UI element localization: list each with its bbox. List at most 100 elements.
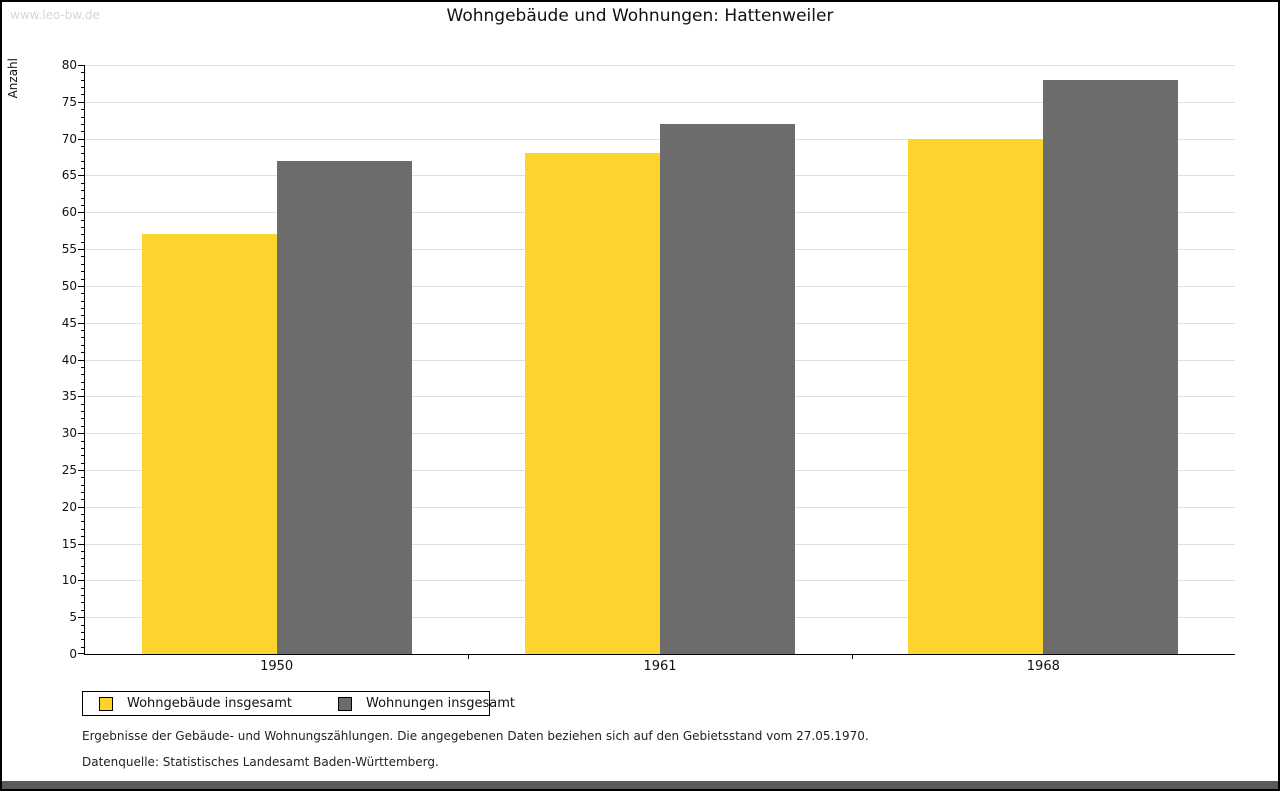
y-minor-tick-48: [81, 300, 85, 302]
plot-area: 0 5 10 15 20 25 30 35 40 45 50 55 60 65 70 75 80 1950 1961…: [62, 58, 1235, 674]
y-minor-tick-8: [81, 595, 85, 597]
y-minor-tick-77: [81, 87, 85, 89]
y-major-tick-20: [78, 506, 85, 508]
y-minor-tick-56: [81, 241, 85, 243]
y-minor-tick-76: [81, 94, 85, 96]
y-tick-label-30: 30: [61, 426, 77, 441]
y-minor-tick-62: [81, 197, 85, 199]
bar-1968-wohngebaeude: [908, 138, 1044, 654]
y-minor-tick-59: [81, 219, 85, 221]
y-minor-tick-44: [81, 330, 85, 332]
y-minor-tick-13: [81, 558, 85, 560]
y-minor-tick-9: [81, 587, 85, 589]
y-minor-tick-17: [81, 528, 85, 530]
y-minor-tick-51: [81, 278, 85, 280]
gridline-75: [85, 101, 1235, 103]
legend: Wohngebäude insgesamt Wohnungen insgesam…: [82, 691, 515, 716]
y-tick-label-45: 45: [61, 315, 77, 330]
footnote-note: Ergebnisse der Gebäude- und Wohnungszähl…: [82, 729, 869, 743]
y-major-tick-60: [78, 212, 85, 214]
y-minor-tick-33: [81, 411, 85, 413]
y-major-tick-65: [78, 175, 85, 177]
y-major-tick-15: [78, 543, 85, 545]
x-boundary-tick-1: [468, 654, 470, 659]
y-major-tick-35: [78, 396, 85, 398]
y-minor-tick-27: [81, 455, 85, 457]
y-major-tick-70: [78, 138, 85, 140]
x-tick-label-1950: 1950: [260, 659, 294, 674]
x-tick-label-1961: 1961: [643, 659, 677, 674]
y-minor-tick-78: [81, 79, 85, 81]
y-minor-tick-16: [81, 536, 85, 538]
legend-item-wohngebaeude: Wohngebäude insgesamt: [99, 696, 292, 711]
bar-1950-wohngebaeude: [141, 234, 277, 654]
y-minor-tick-79: [81, 72, 85, 74]
y-minor-tick-73: [81, 116, 85, 118]
bar-1968-wohnungen: [1043, 79, 1179, 654]
y-minor-tick-28: [81, 447, 85, 449]
y-minor-tick-23: [81, 484, 85, 486]
y-minor-tick-18: [81, 521, 85, 523]
y-major-tick-30: [78, 433, 85, 435]
y-tick-label-50: 50: [61, 278, 77, 293]
y-minor-tick-36: [81, 388, 85, 390]
y-minor-tick-57: [81, 234, 85, 236]
chart-title: Wohngebäude und Wohnungen: Hattenweiler: [446, 6, 834, 26]
y-minor-tick-21: [81, 499, 85, 501]
y-minor-tick-69: [81, 146, 85, 147]
y-tick-label-10: 10: [61, 573, 77, 588]
y-major-tick-75: [78, 101, 85, 103]
y-tick-label-25: 25: [61, 462, 77, 477]
y-tick-label-55: 55: [61, 242, 77, 257]
y-minor-tick-67: [81, 160, 85, 162]
y-major-tick-50: [78, 285, 85, 287]
x-tick-label-1968: 1968: [1026, 659, 1060, 674]
y-minor-tick-38: [81, 374, 85, 376]
y-tick-label-20: 20: [61, 499, 77, 514]
y-minor-tick-29: [81, 440, 85, 442]
y-tick-label-80: 80: [61, 58, 77, 72]
y-tick-label-0: 0: [69, 647, 77, 661]
y-minor-tick-61: [81, 204, 85, 206]
y-axis-title: Anzahl: [6, 58, 20, 99]
y-major-tick-10: [78, 580, 85, 582]
y-minor-tick-68: [81, 153, 85, 155]
y-minor-tick-11: [81, 573, 85, 575]
y-minor-tick-39: [81, 366, 85, 368]
y-minor-tick-32: [81, 418, 85, 420]
legend-item-wohnungen: Wohnungen insgesamt: [338, 696, 515, 711]
y-tick-label-60: 60: [61, 205, 77, 220]
watermark: www.leo-bw.de: [10, 8, 100, 22]
y-minor-tick-74: [81, 109, 85, 111]
y-minor-tick-52: [81, 271, 85, 273]
legend-label-wohngebaeude: Wohngebäude insgesamt: [127, 696, 292, 711]
y-minor-tick-42: [81, 344, 85, 346]
legend-swatch-wohnungen: [338, 696, 352, 711]
y-minor-tick-7: [81, 602, 85, 604]
y-minor-tick-24: [81, 477, 85, 479]
footnote-source: Datenquelle: Statistisches Landesamt Bad…: [82, 755, 439, 769]
gridline-80: [85, 65, 1235, 66]
y-major-tick-40: [78, 359, 85, 361]
y-major-tick-0: [78, 653, 85, 654]
y-minor-tick-46: [81, 315, 85, 317]
y-minor-tick-26: [81, 462, 85, 464]
y-minor-tick-2: [81, 639, 85, 641]
y-minor-tick-19: [81, 514, 85, 516]
y-minor-tick-3: [81, 631, 85, 633]
y-tick-label-70: 70: [61, 131, 77, 146]
legend-swatch-wohngebaeude: [99, 696, 113, 711]
bottom-bar: [2, 781, 1278, 789]
y-minor-tick-22: [81, 492, 85, 494]
y-minor-tick-71: [81, 131, 85, 133]
y-tick-label-40: 40: [61, 352, 77, 367]
bar-1961-wohngebaeude: [525, 153, 660, 654]
y-minor-tick-37: [81, 381, 85, 383]
y-minor-tick-31: [81, 425, 85, 427]
y-minor-tick-47: [81, 307, 85, 309]
y-tick-label-65: 65: [61, 168, 77, 183]
y-minor-tick-72: [81, 123, 85, 125]
y-minor-tick-63: [81, 190, 85, 192]
x-boundary-tick-2: [851, 654, 853, 659]
y-major-tick-5: [78, 617, 85, 619]
